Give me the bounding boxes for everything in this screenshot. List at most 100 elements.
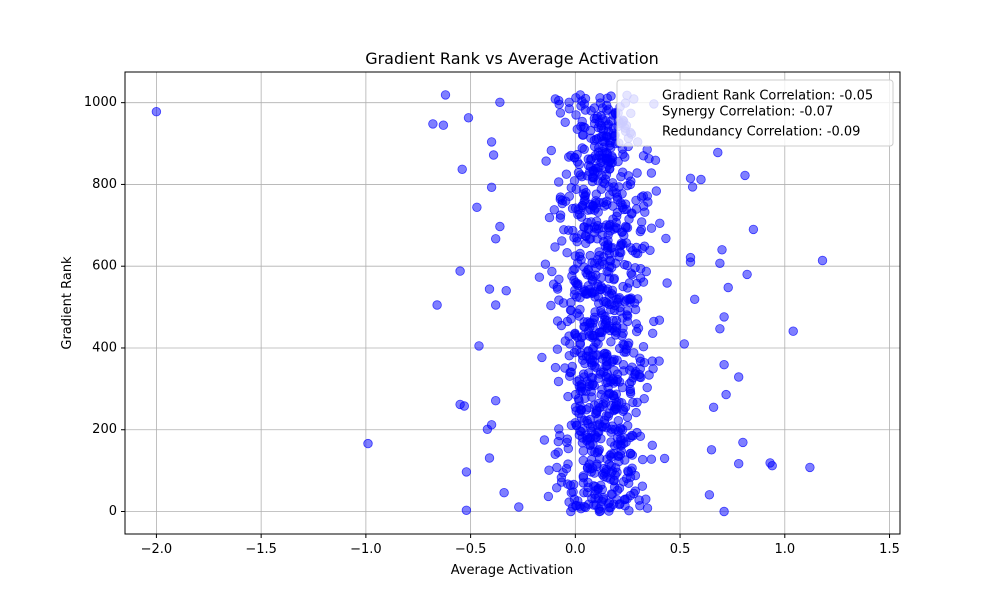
scatter-point bbox=[589, 135, 600, 146]
scatter-point bbox=[474, 341, 484, 351]
scatter-points bbox=[151, 90, 828, 517]
x-tick-label: −1.5 bbox=[245, 542, 277, 557]
scatter-point bbox=[593, 414, 603, 424]
scatter-point bbox=[586, 454, 597, 465]
scatter-point bbox=[591, 263, 601, 273]
scatter-point bbox=[685, 173, 696, 184]
chart-title: Gradient Rank vs Average Activation bbox=[365, 49, 659, 68]
scatter-point bbox=[608, 123, 619, 133]
scatter-point bbox=[734, 372, 744, 382]
scatter-point bbox=[612, 495, 622, 505]
scatter-point bbox=[648, 364, 658, 374]
scatter-point bbox=[618, 477, 629, 487]
scatter-point bbox=[585, 318, 595, 329]
scatter-point bbox=[618, 149, 628, 159]
scatter-point bbox=[486, 137, 497, 147]
scatter-point bbox=[495, 221, 505, 232]
scatter-point bbox=[432, 300, 442, 310]
x-tick-label: 0.0 bbox=[565, 542, 586, 557]
scatter-point bbox=[589, 287, 600, 297]
scatter-point bbox=[624, 214, 634, 224]
scatter-point bbox=[514, 502, 524, 512]
scatter-point bbox=[564, 331, 574, 341]
scatter-point bbox=[606, 91, 616, 101]
scatter-point bbox=[574, 311, 584, 321]
scatter-point bbox=[488, 150, 499, 160]
scatter-point bbox=[602, 199, 612, 210]
scatter-point bbox=[637, 481, 648, 491]
y-tick-label: 1000 bbox=[84, 95, 117, 110]
scatter-point bbox=[537, 352, 547, 363]
scatter-point bbox=[610, 222, 621, 233]
scatter-point bbox=[609, 247, 620, 258]
scatter-point bbox=[555, 108, 566, 118]
scatter-point bbox=[600, 352, 611, 362]
scatter-point bbox=[627, 270, 637, 280]
scatter-point bbox=[636, 192, 647, 202]
scatter-point bbox=[623, 466, 633, 476]
scatter-point bbox=[685, 257, 696, 267]
scatter-point bbox=[564, 351, 575, 361]
scatter-point bbox=[611, 258, 621, 269]
scatter-point bbox=[621, 222, 631, 233]
scatter-point bbox=[576, 405, 587, 415]
scatter-point bbox=[457, 164, 467, 175]
scatter-point bbox=[495, 97, 505, 108]
scatter-point bbox=[606, 337, 616, 347]
scatter-point bbox=[575, 170, 586, 180]
y-tick-label: 600 bbox=[92, 259, 117, 274]
scatter-point bbox=[555, 210, 566, 220]
scatter-point bbox=[566, 420, 577, 430]
scatter-point bbox=[589, 400, 600, 410]
scatter-point bbox=[589, 113, 600, 124]
x-axis-ticks: −2.0 −1.5 −1.0 −0.5 0.0 0.5 1.0 1.5 bbox=[141, 534, 900, 557]
scatter-point bbox=[638, 277, 649, 287]
scatter-point bbox=[588, 350, 598, 361]
scatter-point bbox=[601, 423, 612, 433]
scatter-point bbox=[546, 300, 556, 311]
scatter-point bbox=[622, 283, 633, 293]
scatter-point bbox=[603, 230, 613, 240]
scatter-point bbox=[601, 411, 612, 421]
scatter-point bbox=[363, 438, 373, 449]
scatter-point bbox=[428, 119, 438, 129]
scatter-point bbox=[590, 150, 601, 161]
scatter-point bbox=[563, 225, 574, 235]
scatter-point bbox=[606, 437, 616, 447]
scatter-point bbox=[615, 423, 626, 433]
scatter-point bbox=[596, 184, 607, 195]
scatter-point bbox=[550, 242, 560, 252]
scatter-point bbox=[576, 255, 586, 265]
scatter-point bbox=[571, 110, 581, 120]
scatter-point bbox=[601, 286, 612, 296]
scatter-point bbox=[601, 298, 612, 308]
scatter-point bbox=[654, 356, 664, 366]
scatter-point bbox=[619, 259, 630, 270]
scatter-point bbox=[575, 90, 586, 100]
scatter-point bbox=[578, 472, 589, 483]
scatter-point bbox=[591, 432, 602, 442]
scatter-point bbox=[721, 389, 731, 400]
scatter-point bbox=[625, 179, 636, 190]
scatter-point bbox=[499, 488, 509, 498]
scatter-point bbox=[632, 427, 642, 438]
scatter-point bbox=[561, 169, 572, 179]
scatter-point bbox=[552, 483, 562, 493]
scatter-point bbox=[455, 266, 465, 276]
scatter-point bbox=[631, 319, 642, 329]
scatter-point bbox=[606, 158, 616, 168]
scatter-point bbox=[552, 282, 562, 292]
scatter-point bbox=[704, 490, 715, 500]
legend: Gradient Rank Correlation: -0.05 Synergy… bbox=[616, 79, 894, 147]
scatter-point bbox=[540, 259, 551, 269]
scatter-point bbox=[570, 389, 581, 400]
x-tick-label: 1.5 bbox=[879, 542, 900, 557]
plot-frame bbox=[124, 71, 901, 535]
scatter-point bbox=[561, 196, 571, 206]
x-tick-label: 0.5 bbox=[670, 542, 691, 557]
scatter-point bbox=[618, 360, 629, 370]
scatter-point bbox=[622, 494, 632, 504]
scatter-point bbox=[662, 278, 672, 288]
scatter-point bbox=[638, 342, 649, 352]
